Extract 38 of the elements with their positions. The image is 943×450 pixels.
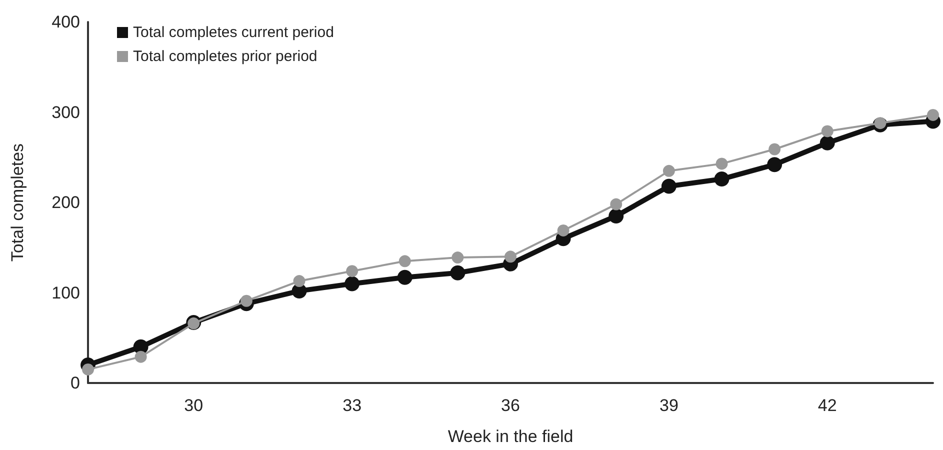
point — [557, 224, 570, 236]
y-tick-label: 0 — [70, 374, 80, 392]
point — [927, 108, 939, 121]
y-tick-label: 100 — [52, 283, 80, 302]
point — [608, 208, 624, 224]
point — [452, 252, 464, 264]
point — [134, 350, 147, 363]
point — [874, 117, 886, 130]
x-tick-label: 30 — [184, 396, 204, 415]
legend-label: Total completes prior period — [133, 48, 318, 65]
legend-label: Total completes current period — [133, 24, 334, 41]
point — [820, 135, 835, 150]
point — [661, 178, 676, 194]
y-tick-label: 400 — [52, 12, 80, 32]
point — [504, 250, 516, 263]
y-tick-label: 200 — [52, 193, 80, 212]
point — [293, 275, 306, 288]
point — [240, 294, 252, 307]
point — [450, 265, 466, 280]
point — [398, 255, 411, 268]
x-tick-label: 33 — [342, 396, 362, 415]
point — [767, 157, 782, 172]
point — [821, 125, 834, 138]
x-tick-label: 42 — [818, 396, 837, 415]
point — [344, 276, 360, 292]
point — [662, 164, 675, 177]
y-axis-title: Total completes — [8, 143, 27, 262]
y-tick-label: 300 — [52, 102, 80, 122]
point — [768, 143, 781, 156]
x-tick-label: 39 — [659, 396, 678, 415]
point — [716, 158, 728, 170]
x-tick-label: 36 — [501, 396, 520, 415]
x-axis-title: Week in the field — [448, 427, 574, 446]
point — [714, 172, 730, 187]
point — [346, 265, 358, 278]
point — [82, 363, 94, 376]
point — [397, 270, 412, 285]
point — [610, 198, 622, 210]
